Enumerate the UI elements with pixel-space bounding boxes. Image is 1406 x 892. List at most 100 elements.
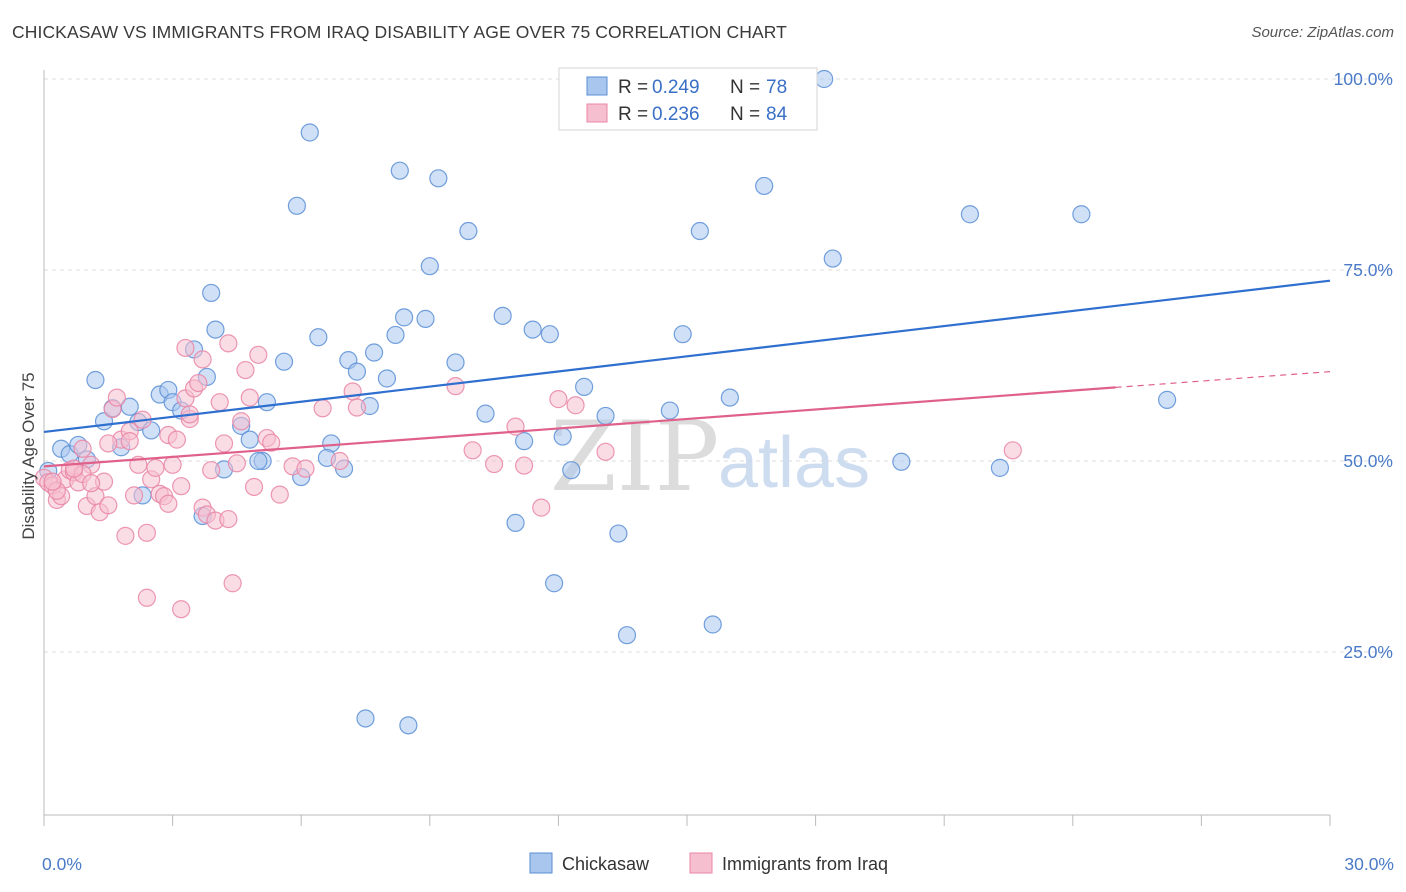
chickasaw-point [300, 123, 319, 142]
iraq-point [219, 509, 238, 529]
iraq-point [219, 334, 238, 353]
iraq-point [232, 412, 251, 431]
chickasaw-point [202, 283, 221, 303]
iraq-point [202, 461, 221, 480]
watermark-atlas: atlas [718, 423, 870, 503]
iraq-point [236, 360, 255, 380]
legend-r-label-0: R = [618, 77, 648, 98]
chickasaw-point [399, 716, 418, 735]
x-tick-label: 30.0% [1344, 854, 1394, 874]
chickasaw-point [990, 458, 1010, 477]
chickasaw-point [476, 404, 495, 423]
y-tick-label: 75.0% [1343, 260, 1393, 280]
bottom-legend-swatch-chickasaw [529, 852, 553, 874]
axes [43, 70, 1331, 826]
iraq-point [262, 433, 281, 452]
iraq-point [463, 441, 482, 460]
legend-swatch-chickasaw [586, 76, 608, 96]
legend-r-value-0: 0.249 [652, 77, 700, 98]
iraq-point [176, 338, 195, 358]
iraq-point [146, 458, 165, 477]
chickasaw-point [960, 205, 980, 224]
iraq-point [120, 432, 139, 451]
chickasaw-point [823, 249, 842, 268]
chart-title: CHICKASAW VS IMMIGRANTS FROM IRAQ DISABI… [12, 22, 787, 42]
chickasaw-point [545, 574, 564, 593]
chickasaw-point [515, 432, 534, 451]
chickasaw-point [429, 169, 448, 188]
chickasaw-point [703, 615, 722, 634]
bottom-legend-swatch-iraq [689, 852, 713, 874]
chickasaw-point [720, 388, 739, 407]
chickasaw-point [394, 308, 414, 327]
iraq-point [485, 454, 504, 474]
trend-line-chickasaw [43, 279, 1331, 434]
chickasaw-point [416, 309, 435, 328]
legend-r-label-1: R = [618, 104, 648, 125]
chickasaw-point [257, 393, 277, 412]
iraq-point [596, 442, 615, 461]
chickasaw-point [274, 352, 294, 371]
iraq-point [172, 600, 191, 619]
bottom-legend-label-chickasaw: Chickasaw [562, 854, 650, 874]
iraq-point [347, 398, 367, 417]
chickasaw-point [1072, 205, 1091, 224]
x-tick-label: 0.0% [42, 854, 82, 874]
chickasaw-point [420, 257, 439, 276]
x-tick-marks [43, 815, 1331, 826]
trend-line-iraq-extension [1115, 371, 1331, 388]
iraq-point [82, 474, 101, 493]
legend-n-label-0: N = [730, 77, 760, 98]
legend-n-value-1: 84 [766, 104, 788, 125]
iraq-point [515, 456, 534, 475]
iraq-point [240, 388, 259, 407]
chickasaw-point [523, 320, 542, 339]
iraq-point [330, 451, 349, 471]
chickasaw-point [249, 451, 268, 471]
chickasaw-point [575, 377, 594, 396]
chickasaw-point [347, 362, 367, 381]
chickasaw-point [86, 370, 105, 390]
iraq-point [137, 523, 156, 542]
y-tick-label: 100.0% [1334, 69, 1393, 89]
iraq-point [124, 486, 144, 505]
iraq-point [73, 439, 92, 458]
iraq-point [249, 345, 268, 364]
y-tick-labels: 25.0% 50.0% 75.0% 100.0% [1334, 69, 1393, 662]
chickasaw-point [309, 328, 328, 347]
series-iraq-points [34, 334, 1022, 619]
iraq-point [193, 350, 212, 369]
iraq-point [244, 477, 264, 497]
iraq-point [189, 373, 208, 393]
iraq-point [446, 377, 465, 396]
chickasaw-point [673, 325, 692, 344]
chickasaw-point [506, 513, 525, 532]
chickasaw-point [287, 196, 307, 215]
legend-r-value-1: 0.236 [652, 104, 700, 125]
chickasaw-point [690, 221, 709, 241]
x-tick-labels: 0.0% 30.0% [42, 854, 1394, 874]
chickasaw-point [660, 401, 679, 420]
trend-line-iraq [43, 386, 1116, 468]
source-label: Source: ZipAtlas.com [1251, 24, 1394, 41]
bottom-legend: Chickasaw Immigrants from Iraq [529, 852, 888, 874]
chickasaw-point [892, 452, 911, 471]
iraq-point [214, 434, 234, 453]
iraq-point [296, 459, 315, 478]
chickasaw-point [390, 161, 409, 180]
iraq-point [227, 454, 246, 473]
chickasaw-point [609, 524, 628, 543]
y-tick-label: 50.0% [1343, 451, 1393, 471]
iraq-point [99, 434, 118, 453]
chickasaw-point [540, 325, 559, 344]
chickasaw-point [386, 325, 405, 345]
iraq-point [137, 588, 156, 607]
legend-swatch-iraq [586, 103, 608, 123]
iraq-point [532, 498, 551, 517]
iraq-point [1003, 441, 1022, 460]
y-tick-label: 25.0% [1343, 642, 1393, 662]
trend-lines [43, 279, 1331, 468]
chickasaw-point [755, 176, 774, 196]
chickasaw-point [815, 69, 834, 89]
